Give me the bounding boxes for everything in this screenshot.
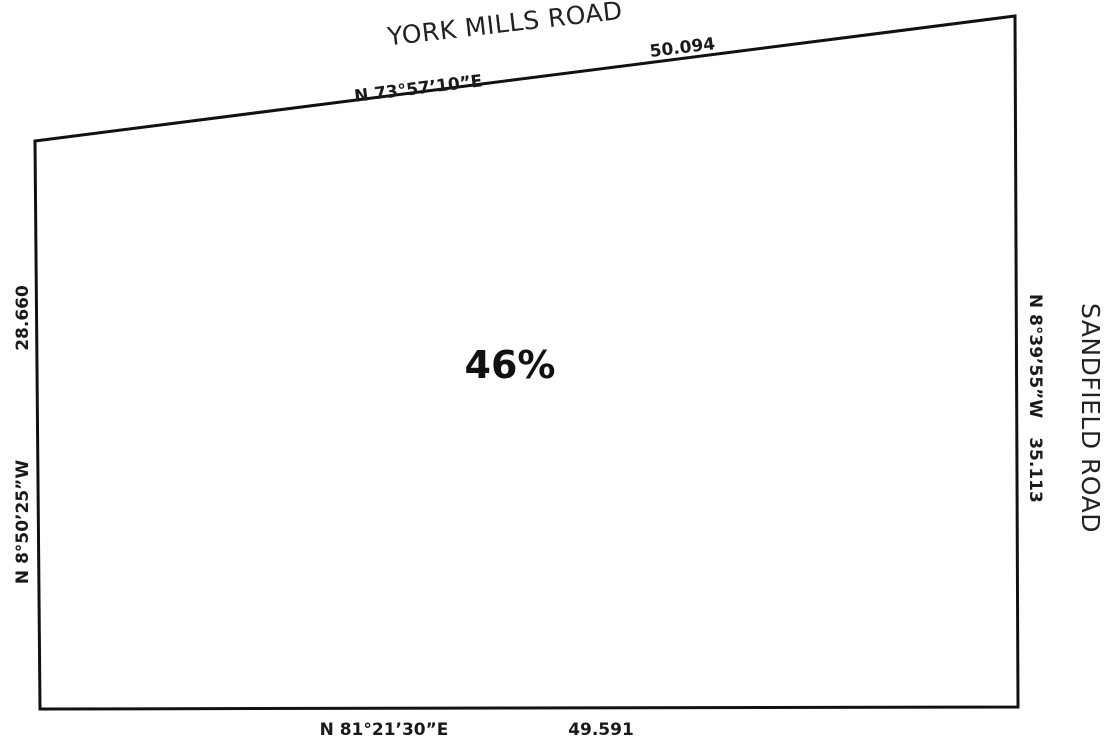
north-boundary-distance: 50.094 xyxy=(649,34,717,62)
east-boundary-bearing: N 8°39’55”W xyxy=(1025,294,1045,418)
north-boundary-bearing: N 73°57’10”E xyxy=(353,71,483,107)
west-boundary-bearing: N 8°50’25”W xyxy=(13,460,33,584)
south-boundary-bearing: N 81°21’30”E xyxy=(320,720,449,740)
coverage-percentage: 46% xyxy=(465,343,556,387)
south-boundary-distance: 49.591 xyxy=(568,720,634,740)
east-boundary-distance: 35.113 xyxy=(1025,437,1045,503)
lot-boundary xyxy=(33,14,1020,711)
west-boundary-distance: 28.660 xyxy=(13,285,33,351)
north-road-name: YORK MILLS ROAD xyxy=(385,0,624,51)
east-road-name: SANDFIELD ROAD xyxy=(1076,303,1105,533)
